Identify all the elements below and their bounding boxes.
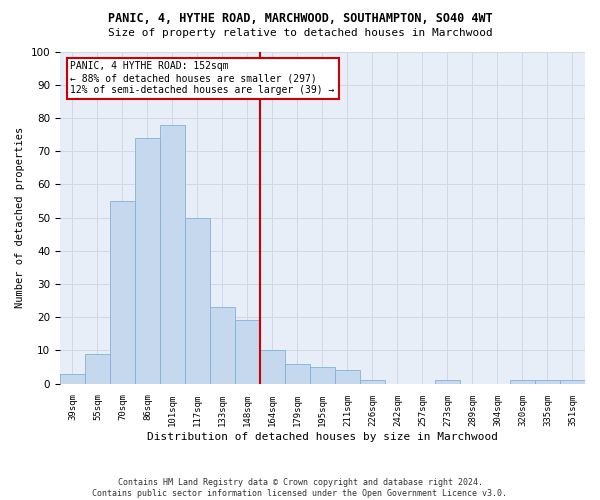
Text: Size of property relative to detached houses in Marchwood: Size of property relative to detached ho… xyxy=(107,28,493,38)
Bar xyxy=(235,320,260,384)
X-axis label: Distribution of detached houses by size in Marchwood: Distribution of detached houses by size … xyxy=(147,432,498,442)
Bar xyxy=(160,124,185,384)
Bar xyxy=(185,218,210,384)
Bar xyxy=(110,201,135,384)
Bar xyxy=(560,380,585,384)
Bar xyxy=(260,350,285,384)
Bar xyxy=(435,380,460,384)
Text: Contains HM Land Registry data © Crown copyright and database right 2024.
Contai: Contains HM Land Registry data © Crown c… xyxy=(92,478,508,498)
Bar xyxy=(335,370,360,384)
Y-axis label: Number of detached properties: Number of detached properties xyxy=(15,127,25,308)
Bar xyxy=(535,380,560,384)
Text: PANIC, 4 HYTHE ROAD: 152sqm
← 88% of detached houses are smaller (297)
12% of se: PANIC, 4 HYTHE ROAD: 152sqm ← 88% of det… xyxy=(70,62,335,94)
Bar xyxy=(60,374,85,384)
Bar xyxy=(510,380,535,384)
Bar xyxy=(210,307,235,384)
Text: PANIC, 4, HYTHE ROAD, MARCHWOOD, SOUTHAMPTON, SO40 4WT: PANIC, 4, HYTHE ROAD, MARCHWOOD, SOUTHAM… xyxy=(107,12,493,26)
Bar xyxy=(285,364,310,384)
Bar xyxy=(135,138,160,384)
Bar xyxy=(310,367,335,384)
Bar xyxy=(360,380,385,384)
Bar xyxy=(85,354,110,384)
